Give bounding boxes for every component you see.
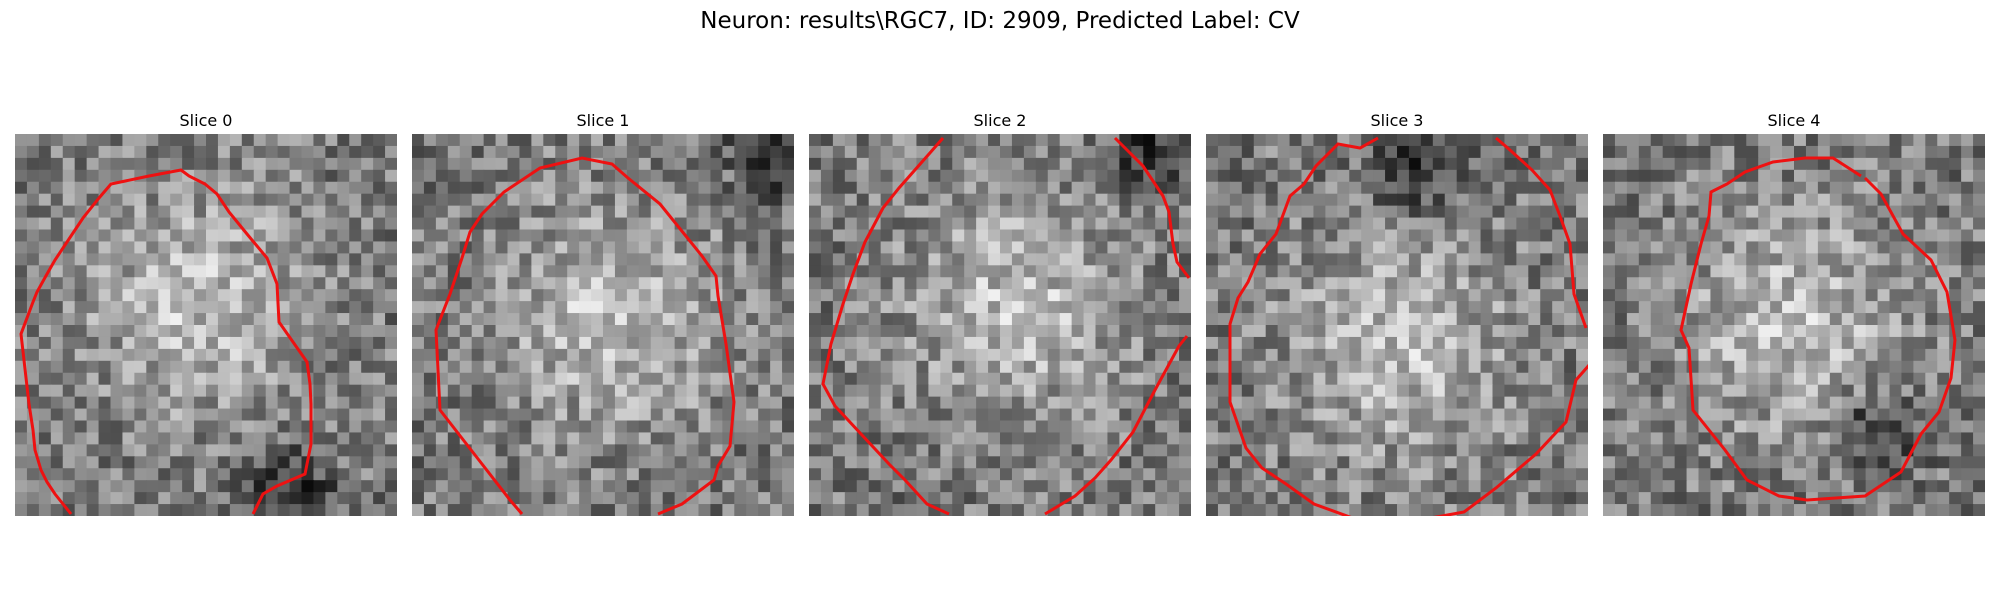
grayscale-pixel-grid	[15, 134, 397, 516]
slice-panel-0: Slice 0	[15, 112, 397, 516]
slice-image	[1206, 134, 1588, 516]
slice-panel-1: Slice 1	[412, 112, 794, 516]
slice-title: Slice 4	[1767, 111, 1821, 130]
slice-image	[809, 134, 1191, 516]
slice-image	[412, 134, 794, 516]
slice-title: Slice 2	[973, 111, 1027, 130]
segmentation-contour	[1495, 136, 1588, 329]
figure-title: Neuron: results\RGC7, ID: 2909, Predicte…	[700, 8, 1300, 34]
segmentation-contour	[1044, 335, 1189, 516]
segmentation-contour	[1113, 136, 1191, 279]
segmentation-contour	[821, 137, 950, 516]
grayscale-pixel-grid	[1206, 134, 1588, 516]
grayscale-pixel-grid	[809, 134, 1191, 516]
slice-title: Slice 0	[179, 111, 233, 130]
segmentation-contour	[19, 168, 313, 515]
segmentation-contour	[434, 156, 736, 516]
slice-title: Slice 1	[576, 111, 630, 130]
slice-image	[1603, 134, 1985, 516]
segmentation-contour	[1228, 136, 1588, 516]
segmentation-contour	[1679, 156, 1957, 502]
slice-image	[15, 134, 397, 516]
grayscale-pixel-grid	[1603, 134, 1985, 516]
slice-panel-4: Slice 4	[1603, 112, 1985, 516]
slice-title: Slice 3	[1370, 111, 1424, 130]
slice-panel-3: Slice 3	[1206, 112, 1588, 516]
grayscale-pixel-grid	[412, 134, 794, 516]
slice-panel-2: Slice 2	[809, 112, 1191, 516]
